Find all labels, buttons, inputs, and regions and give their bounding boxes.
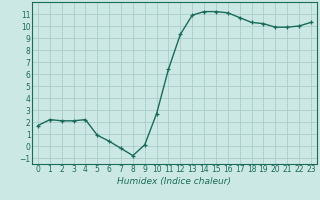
- X-axis label: Humidex (Indice chaleur): Humidex (Indice chaleur): [117, 177, 231, 186]
